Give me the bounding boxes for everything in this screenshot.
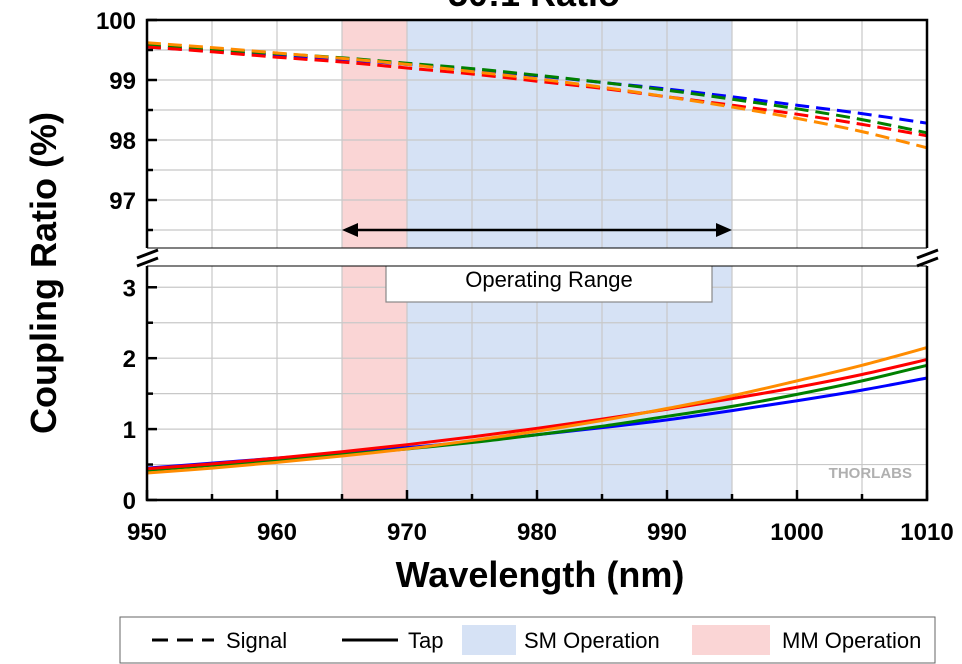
thorlabs-logo: THORLABS [829,465,912,482]
axis-break-gap [140,248,935,266]
x-tick-label: 1000 [770,519,823,546]
axis-ticks [145,18,929,502]
legend-signal-label: Signal [226,628,287,653]
axis-break-mark-left [136,248,159,268]
x-tick-label: 980 [517,519,557,546]
legend-box [119,616,936,664]
legend-sm-swatch [462,625,516,655]
x-tick-label: 1010 [900,519,953,546]
y-tick-label-upper: 99 [109,68,136,95]
axis-break-mark-right [916,248,939,268]
operating-range-label: Operating Range [465,267,633,292]
x-axis-title: Wavelength (nm) [396,554,685,595]
chart-title: 50:1 Ratio [448,0,620,14]
tap-line-5 [146,363,928,472]
operating-range-arrowhead-left [342,223,358,237]
x-tick-labels: 950 960 970 980 990 1000 1010 [127,519,954,546]
y-tick-label-upper: 98 [109,128,136,155]
x-tick-label: 990 [647,519,687,546]
x-tick-label: 970 [387,519,427,546]
y-tick-label-upper: 100 [96,8,136,35]
y-tick-label-lower: 1 [123,417,136,444]
y-tick-label-lower: 3 [123,275,136,302]
legend: Signal Tap SM Operation MM Operation [119,616,936,664]
x-tick-label: 960 [257,519,297,546]
y-axis-title: Coupling Ratio (%) [23,112,64,434]
signal-line-2 [146,45,928,138]
legend-mm-swatch [692,625,770,655]
y-tick-label-upper: 97 [109,188,136,215]
tap-line-6 [146,358,928,471]
operating-range-arrowhead-right [716,223,732,237]
y-tick-labels: 97 98 99 100 0 1 2 3 [96,8,136,515]
legend-mm-label: MM Operation [782,628,921,653]
x-tick-label: 950 [127,519,167,546]
y-tick-label-lower: 0 [123,488,136,515]
data-series [146,41,928,475]
signal-line-3 [146,41,928,150]
tap-line-7 [146,346,928,475]
legend-tap-label: Tap [408,628,443,653]
y-tick-label-lower: 2 [123,346,136,373]
grid [146,19,928,500]
legend-sm-label: SM Operation [524,628,660,653]
